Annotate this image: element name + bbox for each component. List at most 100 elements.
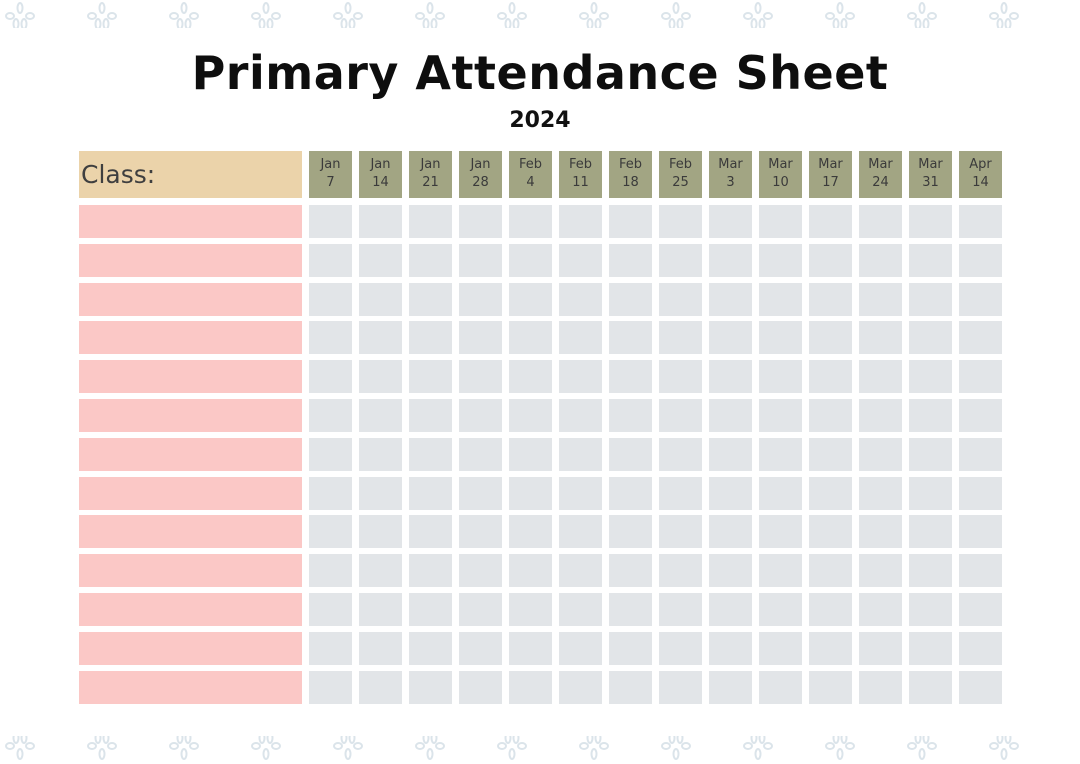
attendance-cell[interactable] [859, 515, 902, 548]
attendance-cell[interactable] [809, 593, 852, 626]
attendance-cell[interactable] [709, 360, 752, 393]
attendance-cell[interactable] [609, 360, 652, 393]
attendance-cell[interactable] [809, 477, 852, 510]
attendance-cell[interactable] [759, 244, 802, 277]
attendance-cell[interactable] [559, 244, 602, 277]
attendance-cell[interactable] [409, 283, 452, 316]
attendance-cell[interactable] [309, 671, 352, 704]
attendance-cell[interactable] [759, 632, 802, 665]
attendance-cell[interactable] [359, 593, 402, 626]
attendance-cell[interactable] [309, 632, 352, 665]
attendance-cell[interactable] [309, 593, 352, 626]
attendance-cell[interactable] [459, 438, 502, 471]
attendance-cell[interactable] [459, 515, 502, 548]
attendance-cell[interactable] [759, 321, 802, 354]
attendance-cell[interactable] [909, 205, 952, 238]
attendance-cell[interactable] [309, 244, 352, 277]
attendance-cell[interactable] [759, 477, 802, 510]
attendance-cell[interactable] [659, 632, 702, 665]
attendance-cell[interactable] [959, 554, 1002, 587]
attendance-cell[interactable] [759, 515, 802, 548]
attendance-cell[interactable] [609, 399, 652, 432]
attendance-cell[interactable] [809, 632, 852, 665]
attendance-cell[interactable] [459, 205, 502, 238]
attendance-cell[interactable] [309, 515, 352, 548]
attendance-cell[interactable] [409, 244, 452, 277]
attendance-cell[interactable] [709, 205, 752, 238]
attendance-cell[interactable] [809, 205, 852, 238]
attendance-cell[interactable] [659, 671, 702, 704]
attendance-cell[interactable] [859, 554, 902, 587]
attendance-cell[interactable] [909, 593, 952, 626]
attendance-cell[interactable] [959, 515, 1002, 548]
attendance-cell[interactable] [309, 321, 352, 354]
student-name-cell[interactable] [79, 244, 302, 277]
student-name-cell[interactable] [79, 477, 302, 510]
attendance-cell[interactable] [559, 399, 602, 432]
attendance-cell[interactable] [609, 438, 652, 471]
attendance-cell[interactable] [459, 321, 502, 354]
attendance-cell[interactable] [659, 244, 702, 277]
attendance-cell[interactable] [509, 671, 552, 704]
attendance-cell[interactable] [559, 632, 602, 665]
attendance-cell[interactable] [659, 477, 702, 510]
attendance-cell[interactable] [309, 283, 352, 316]
attendance-cell[interactable] [959, 438, 1002, 471]
attendance-cell[interactable] [559, 438, 602, 471]
attendance-cell[interactable] [459, 671, 502, 704]
attendance-cell[interactable] [859, 632, 902, 665]
attendance-cell[interactable] [309, 360, 352, 393]
attendance-cell[interactable] [559, 205, 602, 238]
attendance-cell[interactable] [459, 399, 502, 432]
attendance-cell[interactable] [359, 360, 402, 393]
attendance-cell[interactable] [609, 593, 652, 626]
attendance-cell[interactable] [759, 283, 802, 316]
attendance-cell[interactable] [909, 360, 952, 393]
attendance-cell[interactable] [859, 671, 902, 704]
attendance-cell[interactable] [859, 360, 902, 393]
attendance-cell[interactable] [909, 438, 952, 471]
attendance-cell[interactable] [709, 244, 752, 277]
attendance-cell[interactable] [659, 360, 702, 393]
attendance-cell[interactable] [759, 671, 802, 704]
attendance-cell[interactable] [609, 515, 652, 548]
attendance-cell[interactable] [709, 593, 752, 626]
attendance-cell[interactable] [709, 438, 752, 471]
attendance-cell[interactable] [609, 632, 652, 665]
attendance-cell[interactable] [809, 671, 852, 704]
attendance-cell[interactable] [709, 554, 752, 587]
attendance-cell[interactable] [409, 360, 452, 393]
attendance-cell[interactable] [759, 438, 802, 471]
attendance-cell[interactable] [509, 283, 552, 316]
attendance-cell[interactable] [859, 399, 902, 432]
attendance-cell[interactable] [359, 321, 402, 354]
attendance-cell[interactable] [909, 399, 952, 432]
attendance-cell[interactable] [509, 477, 552, 510]
attendance-cell[interactable] [809, 515, 852, 548]
attendance-cell[interactable] [609, 554, 652, 587]
attendance-cell[interactable] [959, 283, 1002, 316]
attendance-cell[interactable] [309, 554, 352, 587]
attendance-cell[interactable] [659, 554, 702, 587]
attendance-cell[interactable] [559, 554, 602, 587]
attendance-cell[interactable] [959, 244, 1002, 277]
attendance-cell[interactable] [459, 244, 502, 277]
attendance-cell[interactable] [659, 593, 702, 626]
attendance-cell[interactable] [909, 632, 952, 665]
attendance-cell[interactable] [709, 671, 752, 704]
class-field[interactable]: Class: [79, 151, 302, 198]
attendance-cell[interactable] [359, 283, 402, 316]
attendance-cell[interactable] [559, 283, 602, 316]
attendance-cell[interactable] [759, 205, 802, 238]
attendance-cell[interactable] [509, 399, 552, 432]
attendance-cell[interactable] [509, 632, 552, 665]
attendance-cell[interactable] [409, 632, 452, 665]
attendance-cell[interactable] [809, 399, 852, 432]
attendance-cell[interactable] [709, 321, 752, 354]
attendance-cell[interactable] [309, 399, 352, 432]
attendance-cell[interactable] [409, 399, 452, 432]
attendance-cell[interactable] [659, 321, 702, 354]
attendance-cell[interactable] [909, 283, 952, 316]
attendance-cell[interactable] [459, 477, 502, 510]
attendance-cell[interactable] [959, 632, 1002, 665]
